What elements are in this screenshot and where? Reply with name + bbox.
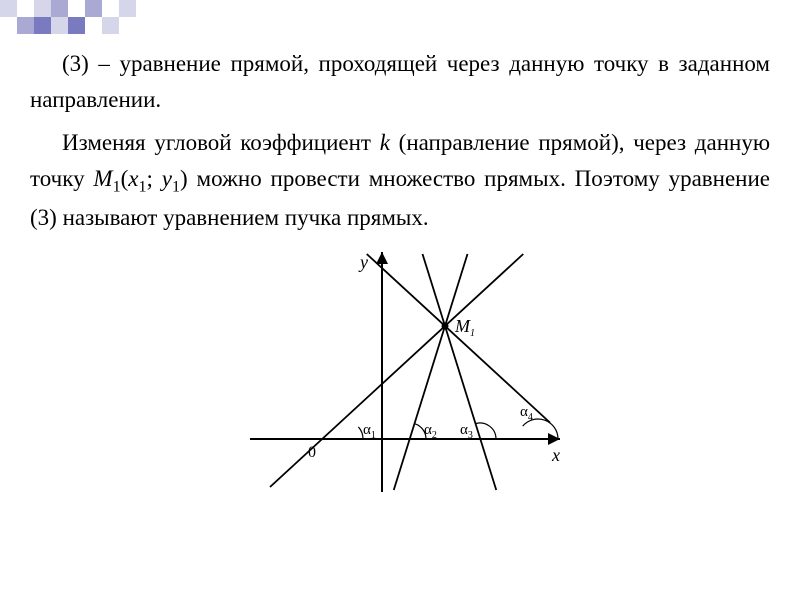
p1-text: (3) – уравнение прямой, проходящей через… [30,51,770,112]
var-M: M [93,166,112,191]
svg-text:0: 0 [308,444,316,461]
var-k: k [380,130,390,155]
sub-M1: 1 [113,179,121,196]
content-area: (3) – уравнение прямой, проходящей через… [0,0,800,494]
p2-c: можно провести множество прямых. Поэтому… [30,166,770,231]
var-x: x [128,166,138,191]
sep: ; [147,166,162,191]
p2-a: Изменяя угловой коэффициент [62,130,380,155]
pencil-of-lines-diagram: yx0M1α1α2α3α4 [230,244,570,494]
corner-decoration [0,0,170,34]
paren-close: ) [180,166,188,191]
svg-text:α4: α4 [520,404,533,423]
paragraph-2: Изменяя угловой коэффициент k (направлен… [30,125,770,236]
svg-text:y: y [358,252,368,272]
sub-y1: 1 [172,179,180,196]
svg-text:M1: M1 [454,316,475,339]
sub-x1: 1 [139,179,147,196]
paragraph-1: (3) – уравнение прямой, проходящей через… [30,46,770,117]
svg-text:x: x [551,445,560,465]
var-y: y [162,166,172,191]
